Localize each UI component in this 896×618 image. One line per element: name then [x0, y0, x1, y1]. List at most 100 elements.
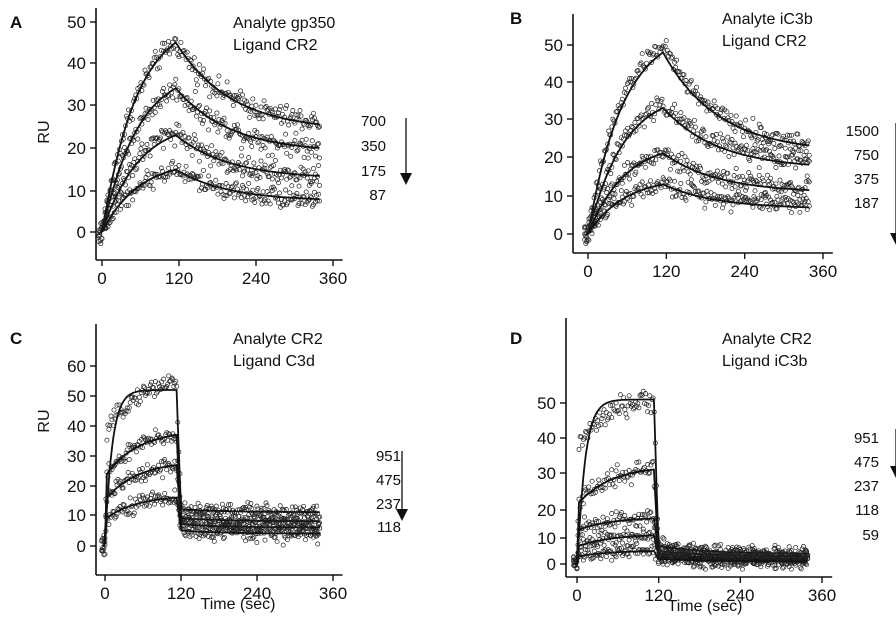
data-point	[752, 142, 758, 148]
data-point	[193, 533, 199, 539]
data-point	[224, 169, 230, 175]
data-point	[601, 542, 607, 548]
data-point	[299, 525, 304, 531]
data-point	[172, 143, 178, 149]
data-point	[170, 95, 176, 101]
data-point	[204, 144, 210, 150]
data-point	[613, 468, 619, 474]
data-point	[312, 153, 318, 159]
data-point	[141, 153, 147, 159]
data-point	[288, 153, 294, 159]
data-point	[588, 543, 594, 549]
data-point	[772, 545, 778, 551]
data-point	[117, 206, 123, 212]
data-point	[203, 83, 209, 89]
data-point	[105, 422, 111, 428]
fit-curve	[586, 183, 810, 235]
data-point	[199, 524, 205, 530]
data-point	[282, 521, 288, 527]
data-point	[183, 533, 189, 539]
data-point	[715, 551, 721, 557]
data-point	[793, 165, 799, 171]
data-point	[768, 175, 774, 181]
data-point	[752, 550, 758, 556]
data-point	[161, 145, 166, 151]
x-tick-label: 0	[583, 262, 592, 281]
data-point	[260, 189, 266, 195]
data-point	[266, 174, 272, 179]
data-point	[748, 554, 754, 560]
data-point	[762, 189, 768, 195]
data-point	[201, 66, 206, 72]
data-point	[644, 190, 650, 196]
data-point	[748, 173, 754, 179]
data-point	[150, 186, 156, 192]
data-point	[264, 189, 270, 195]
y-tick-label: 10	[67, 182, 86, 201]
data-point	[166, 38, 172, 44]
data-point	[770, 132, 776, 138]
x-tick-label: 360	[319, 584, 347, 603]
data-point	[801, 201, 807, 207]
data-point	[702, 566, 708, 572]
data-point	[804, 552, 810, 558]
data-point	[112, 462, 118, 468]
data-point	[127, 400, 133, 406]
data-point	[659, 96, 665, 102]
data-point	[665, 147, 671, 153]
data-point	[278, 103, 283, 109]
data-point	[786, 564, 792, 570]
data-point	[583, 546, 589, 552]
data-point	[648, 178, 653, 184]
data-point	[656, 45, 662, 51]
data-point	[700, 126, 706, 132]
data-point	[805, 553, 811, 559]
data-point	[315, 141, 320, 147]
data-point	[670, 54, 675, 60]
data-point	[624, 415, 630, 421]
data-point	[806, 203, 812, 209]
data-point	[184, 49, 190, 55]
fit-curve	[586, 152, 810, 235]
data-point	[173, 378, 179, 384]
data-point	[648, 509, 654, 515]
data-point	[717, 554, 722, 560]
data-point	[316, 141, 321, 147]
data-point	[213, 177, 219, 183]
data-point	[690, 161, 696, 166]
data-point	[703, 549, 709, 555]
data-point	[130, 513, 136, 518]
data-point	[130, 197, 136, 203]
data-point	[612, 408, 618, 414]
data-point	[167, 51, 173, 57]
data-point	[797, 564, 803, 570]
fit-curve	[575, 550, 808, 565]
data-point	[234, 122, 240, 128]
data-point	[647, 393, 653, 399]
data-point	[573, 562, 579, 568]
data-point	[714, 105, 720, 111]
data-point	[696, 188, 702, 194]
data-point	[775, 131, 781, 137]
data-point	[773, 165, 779, 170]
data-point	[228, 525, 233, 531]
panel-letter: D	[510, 329, 522, 348]
data-point	[311, 115, 317, 121]
data-point	[793, 562, 799, 568]
data-point	[161, 441, 167, 447]
data-point	[769, 152, 775, 158]
data-point	[624, 528, 630, 534]
data-point	[220, 536, 226, 541]
data-point	[774, 130, 780, 136]
data-point	[245, 499, 251, 505]
data-point	[726, 154, 732, 159]
data-point	[111, 189, 117, 195]
data-point	[127, 495, 133, 501]
data-point	[609, 557, 615, 563]
data-point	[230, 102, 236, 108]
data-point	[259, 525, 265, 531]
data-point	[605, 186, 611, 192]
data-point	[123, 408, 129, 414]
data-point	[139, 466, 145, 472]
data-point	[272, 158, 278, 163]
